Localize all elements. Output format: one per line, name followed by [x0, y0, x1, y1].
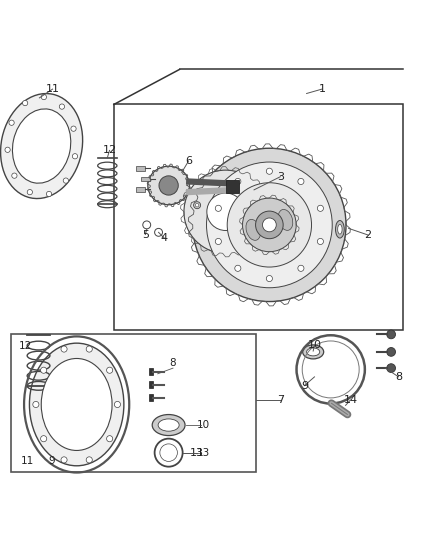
- Circle shape: [215, 238, 221, 245]
- Ellipse shape: [148, 166, 189, 205]
- Circle shape: [266, 168, 272, 174]
- Text: 12: 12: [19, 341, 32, 351]
- Circle shape: [41, 367, 47, 373]
- Ellipse shape: [303, 345, 324, 359]
- Text: 3: 3: [277, 172, 284, 182]
- Text: 10: 10: [197, 420, 210, 430]
- Text: 11: 11: [46, 84, 60, 94]
- Bar: [136, 166, 145, 171]
- Circle shape: [41, 435, 47, 442]
- Circle shape: [235, 179, 241, 184]
- Circle shape: [22, 100, 28, 106]
- Bar: [149, 381, 153, 388]
- Ellipse shape: [12, 109, 71, 183]
- Circle shape: [46, 191, 52, 197]
- Circle shape: [71, 126, 76, 131]
- Ellipse shape: [338, 224, 342, 234]
- Text: 14: 14: [343, 395, 357, 405]
- Text: 4: 4: [161, 233, 168, 243]
- Ellipse shape: [246, 220, 261, 240]
- Circle shape: [106, 435, 113, 442]
- Circle shape: [9, 120, 14, 125]
- Circle shape: [262, 218, 276, 232]
- Text: 12: 12: [102, 146, 117, 156]
- Circle shape: [387, 364, 396, 373]
- Text: 9: 9: [48, 456, 55, 466]
- Bar: [149, 394, 153, 401]
- Bar: [136, 187, 145, 191]
- Bar: [141, 177, 150, 181]
- Circle shape: [227, 183, 311, 267]
- Ellipse shape: [41, 359, 112, 450]
- Circle shape: [114, 401, 120, 408]
- Circle shape: [159, 176, 178, 195]
- Bar: [11, 334, 256, 472]
- Circle shape: [318, 238, 324, 245]
- Ellipse shape: [158, 419, 179, 431]
- Circle shape: [61, 457, 67, 463]
- Circle shape: [194, 201, 201, 209]
- Circle shape: [12, 173, 17, 179]
- Circle shape: [106, 367, 113, 373]
- Circle shape: [243, 198, 296, 252]
- Ellipse shape: [152, 415, 185, 435]
- Circle shape: [266, 276, 272, 281]
- Circle shape: [193, 148, 346, 302]
- Circle shape: [298, 179, 304, 184]
- Circle shape: [41, 94, 46, 100]
- Circle shape: [72, 154, 78, 159]
- Ellipse shape: [307, 348, 320, 356]
- Circle shape: [387, 348, 396, 356]
- Text: 6: 6: [185, 156, 192, 166]
- Ellipse shape: [278, 209, 293, 230]
- Circle shape: [318, 205, 324, 212]
- Text: 8: 8: [170, 358, 177, 368]
- Circle shape: [235, 265, 241, 271]
- Circle shape: [195, 204, 199, 207]
- Text: 2: 2: [364, 230, 371, 240]
- Bar: [226, 180, 239, 193]
- Circle shape: [86, 457, 92, 463]
- Text: 11: 11: [21, 456, 34, 466]
- Text: 13: 13: [190, 448, 204, 458]
- Circle shape: [86, 346, 92, 352]
- Circle shape: [5, 147, 10, 152]
- Circle shape: [59, 104, 64, 109]
- Circle shape: [143, 221, 151, 229]
- Circle shape: [33, 401, 39, 408]
- Circle shape: [207, 162, 332, 288]
- Circle shape: [155, 229, 162, 236]
- Circle shape: [207, 193, 244, 230]
- Text: 9: 9: [301, 381, 308, 391]
- Circle shape: [256, 211, 283, 239]
- Text: 5: 5: [142, 230, 149, 239]
- Circle shape: [184, 170, 267, 253]
- Circle shape: [63, 178, 68, 183]
- Ellipse shape: [336, 221, 344, 238]
- Circle shape: [387, 330, 396, 339]
- Text: 13: 13: [197, 448, 210, 458]
- Ellipse shape: [29, 343, 124, 466]
- Circle shape: [27, 190, 32, 195]
- Ellipse shape: [0, 94, 83, 199]
- Text: 8: 8: [395, 372, 402, 382]
- Bar: [149, 368, 153, 375]
- Circle shape: [298, 265, 304, 271]
- Circle shape: [215, 205, 221, 212]
- Text: 1: 1: [318, 84, 325, 94]
- Text: 7: 7: [277, 395, 284, 405]
- Circle shape: [61, 346, 67, 352]
- Text: 10: 10: [307, 341, 321, 350]
